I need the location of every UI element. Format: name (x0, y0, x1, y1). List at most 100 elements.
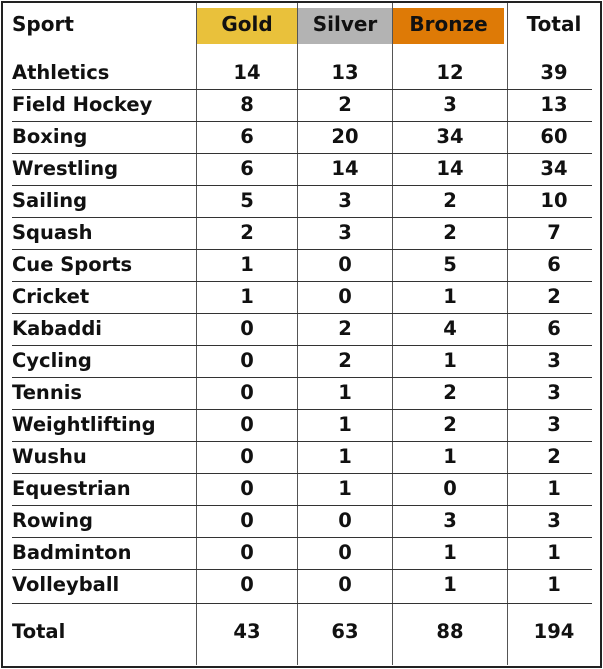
header-bronze: Bronze (393, 8, 504, 44)
cell-gold: 0 (240, 477, 254, 500)
row-divider (12, 313, 592, 314)
cell-silver: 1 (338, 413, 352, 436)
row-divider (12, 409, 592, 410)
cell-gold: 1 (240, 253, 254, 276)
row-divider (12, 345, 592, 346)
cell-gold: 0 (240, 445, 254, 468)
table-row: Equestrian 0 1 0 1 (0, 473, 603, 505)
row-divider (12, 473, 592, 474)
cell-silver: 0 (338, 509, 352, 532)
cell-silver: 2 (338, 93, 352, 116)
cell-sport: Cricket (12, 285, 90, 308)
cell-bronze: 2 (443, 189, 457, 212)
cell-total: 2 (547, 445, 561, 468)
cell-sport: Squash (12, 221, 93, 244)
header-silver: Silver (298, 8, 392, 44)
row-divider (12, 153, 592, 154)
cell-gold: 5 (240, 189, 254, 212)
cell-sport: Rowing (12, 509, 93, 532)
cell-silver: 1 (338, 477, 352, 500)
row-divider (12, 185, 592, 186)
row-divider (12, 569, 592, 570)
row-divider (12, 505, 592, 506)
cell-total: 10 (540, 189, 568, 212)
column-divider (196, 3, 197, 665)
table-row: Cricket 1 0 1 2 (0, 281, 603, 313)
cell-silver: 0 (338, 573, 352, 596)
cell-silver: 1 (338, 445, 352, 468)
table-row: Tennis 0 1 2 3 (0, 377, 603, 409)
cell-sport: Badminton (12, 541, 132, 564)
cell-sport: Kabaddi (12, 317, 102, 340)
cell-sport: Boxing (12, 125, 88, 148)
cell-sport: Athletics (12, 61, 110, 84)
totals-bronze: 88 (436, 620, 464, 643)
cell-gold: 2 (240, 221, 254, 244)
cell-silver: 2 (338, 349, 352, 372)
cell-silver: 14 (331, 157, 359, 180)
cell-bronze: 12 (436, 61, 464, 84)
row-divider (12, 249, 592, 250)
cell-silver: 13 (331, 61, 359, 84)
cell-silver: 0 (338, 285, 352, 308)
cell-sport: Equestrian (12, 477, 131, 500)
column-divider (392, 3, 393, 665)
table-row: Boxing 6 20 34 60 (0, 121, 603, 153)
cell-sport: Tennis (12, 381, 82, 404)
totals-row: Total 43 63 88 194 (0, 616, 603, 648)
cell-silver: 0 (338, 541, 352, 564)
row-divider (12, 121, 592, 122)
row-divider (12, 377, 592, 378)
cell-total: 3 (547, 413, 561, 436)
cell-total: 1 (547, 573, 561, 596)
table-row: Wushu 0 1 1 2 (0, 441, 603, 473)
cell-total: 6 (547, 317, 561, 340)
cell-total: 3 (547, 381, 561, 404)
cell-total: 3 (547, 349, 561, 372)
row-divider (12, 441, 592, 442)
cell-gold: 6 (240, 157, 254, 180)
cell-bronze: 3 (443, 509, 457, 532)
totals-total: 194 (533, 620, 575, 643)
table-row: Field Hockey 8 2 3 13 (0, 89, 603, 121)
cell-total: 1 (547, 477, 561, 500)
cell-sport: Volleyball (12, 573, 120, 596)
table-row: Kabaddi 0 2 4 6 (0, 313, 603, 345)
cell-bronze: 1 (443, 285, 457, 308)
totals-gold: 43 (233, 620, 261, 643)
cell-total: 34 (540, 157, 568, 180)
totals-label: Total (12, 620, 66, 643)
cell-total: 1 (547, 541, 561, 564)
table-row: Squash 2 3 2 7 (0, 217, 603, 249)
cell-bronze: 1 (443, 541, 457, 564)
cell-silver: 1 (338, 381, 352, 404)
cell-bronze: 2 (443, 221, 457, 244)
cell-silver: 3 (338, 221, 352, 244)
cell-bronze: 1 (443, 573, 457, 596)
cell-gold: 0 (240, 541, 254, 564)
row-divider (12, 537, 592, 538)
cell-total: 13 (540, 93, 568, 116)
cell-bronze: 0 (443, 477, 457, 500)
table-row: Cue Sports 1 0 5 6 (0, 249, 603, 281)
cell-bronze: 1 (443, 349, 457, 372)
cell-gold: 0 (240, 413, 254, 436)
cell-gold: 6 (240, 125, 254, 148)
table-row: Badminton 0 0 1 1 (0, 537, 603, 569)
table-row: Weightlifting 0 1 2 3 (0, 409, 603, 441)
cell-gold: 0 (240, 349, 254, 372)
table-row: Athletics 14 13 12 39 (0, 57, 603, 89)
cell-gold: 1 (240, 285, 254, 308)
cell-total: 3 (547, 509, 561, 532)
cell-gold: 8 (240, 93, 254, 116)
cell-bronze: 3 (443, 93, 457, 116)
totals-silver: 63 (331, 620, 359, 643)
cell-total: 39 (540, 61, 568, 84)
cell-sport: Weightlifting (12, 413, 156, 436)
table-row: Volleyball 0 0 1 1 (0, 569, 603, 601)
cell-silver: 0 (338, 253, 352, 276)
cell-total: 2 (547, 285, 561, 308)
cell-sport: Field Hockey (12, 93, 153, 116)
cell-sport: Sailing (12, 189, 88, 212)
